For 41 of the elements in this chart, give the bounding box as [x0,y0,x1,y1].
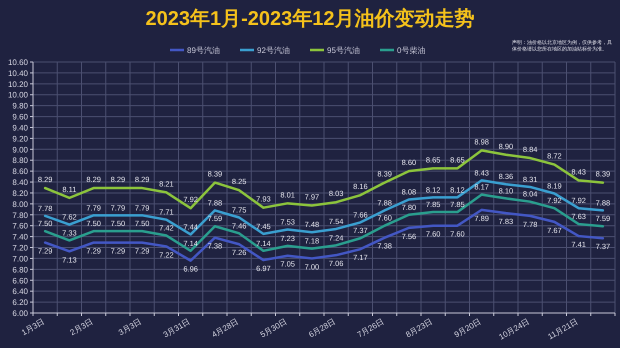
legend-label: 92号汽油 [257,46,290,55]
y-tick-label: 8.00 [12,200,29,209]
x-tick-label: 3月31日 [162,316,192,340]
x-tick-label: 3月3日 [117,316,144,338]
legend-label: 89号汽油 [187,46,220,55]
y-tick-label: 7.00 [12,254,29,264]
y-tick-label: 9.00 [12,145,29,154]
x-tick-label: 4月28日 [210,316,240,340]
y-tick-label: 10.40 [8,68,29,78]
y-tick-label: 9.40 [12,123,29,132]
y-tick-label: 6.80 [12,265,29,274]
y-tick-label: 9.20 [12,134,29,144]
y-tick-label: 6.40 [12,287,29,296]
x-tick-label: 9月20日 [452,316,483,340]
y-tick-label: 8.20 [12,188,29,198]
y-tick-label: 7.40 [12,232,29,242]
x-tick-label: 6月28日 [307,316,338,340]
x-tick-label: 8月23日 [404,316,434,340]
x-tick-label: 2月3日 [68,316,95,338]
x-tick-label: 11月21日 [546,316,580,342]
y-tick-label: 8.40 [12,178,29,188]
x-tick-label: 1月3日 [20,316,46,338]
x-tick-label: 7月26日 [356,316,386,340]
y-tick-label: 7.80 [12,210,29,220]
chart-title: 2023年1月-2023年12月油价变动走势 [145,7,475,30]
y-tick-label: 10.20 [8,80,29,89]
x-tick-label: 10月24日 [497,316,532,342]
y-tick-label: 6.20 [12,298,29,308]
y-tick-label: 9.60 [12,112,29,122]
y-tick-label: 7.20 [12,244,29,253]
y-tick-label: 7.60 [12,222,29,231]
y-tick-label: 8.80 [12,156,29,166]
x-tick-label: 5月30日 [258,316,289,340]
legend-label: 0号柴油 [397,46,426,55]
legend-label: 95号汽油 [327,46,360,55]
y-tick-label: 10.60 [8,58,29,67]
y-tick-label: 6.00 [12,309,29,318]
y-tick-label: 8.60 [12,167,29,176]
y-tick-label: 9.80 [12,102,29,111]
y-tick-label: 6.60 [12,276,29,286]
y-tick-label: 10.00 [8,90,29,100]
